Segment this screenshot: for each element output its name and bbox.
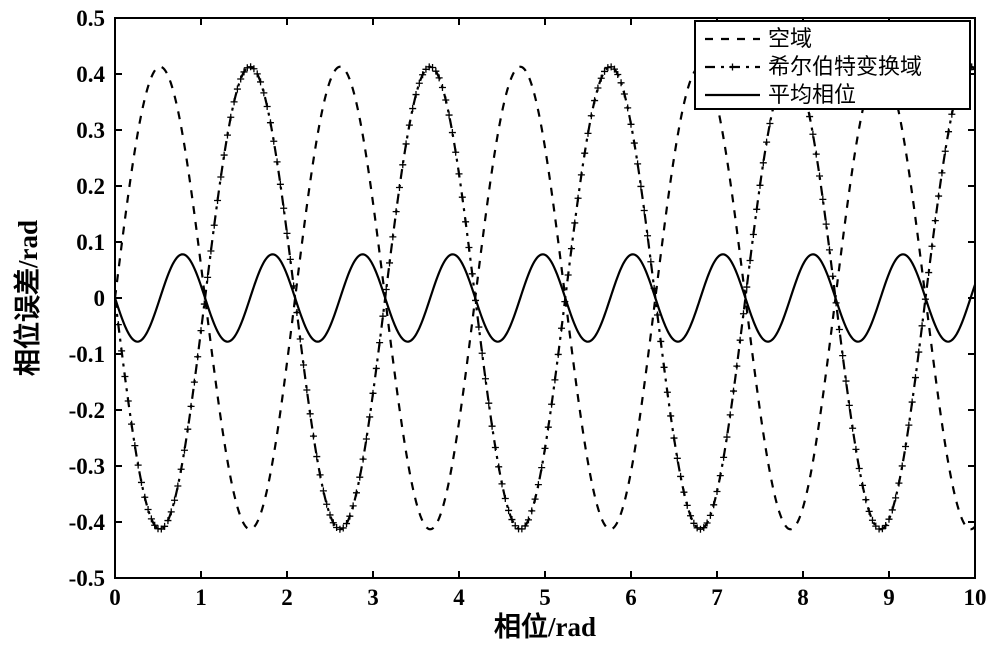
x-tick-label: 3 [367,585,379,610]
x-tick-label: 0 [109,585,121,610]
y-tick-label: -0.4 [69,510,106,535]
y-tick-label: 0.1 [76,230,105,255]
x-tick-label: 4 [453,585,465,610]
x-tick-label: 9 [883,585,895,610]
x-tick-label: 2 [281,585,293,610]
phase-error-chart: 0 1 2 3 4 5 6 7 8 9 10 -0.5 -0.4 -0.3 -0.2 -0.1 0 0.1 0.2 0… [0,0,1000,647]
legend-label: 空域 [768,26,812,51]
y-tick-label: -0.2 [69,398,105,423]
y-tick-label: 0.4 [76,62,105,87]
y-tick-label: 0.3 [76,118,105,143]
y-tick-label: -0.5 [69,566,105,591]
y-tick-label: 0.5 [76,6,105,31]
y-tick-label: 0 [94,286,106,311]
y-tick-label: -0.1 [69,342,105,367]
x-tick-label: 7 [711,585,723,610]
x-tick-label: 1 [195,585,207,610]
legend-label: 希尔伯特变换域 [768,54,922,79]
y-tick-label: 0.2 [76,174,105,199]
x-axis-label: 相位/rad [494,611,596,642]
y-tick-label: -0.3 [69,454,105,479]
legend-label: 平均相位 [768,82,856,107]
y-axis-label: 相位误差/rad [12,220,43,376]
x-tick-label: 6 [625,585,637,610]
x-tick-label: 8 [797,585,809,610]
x-tick-label: 5 [539,585,551,610]
x-tick-label: 10 [964,585,987,610]
